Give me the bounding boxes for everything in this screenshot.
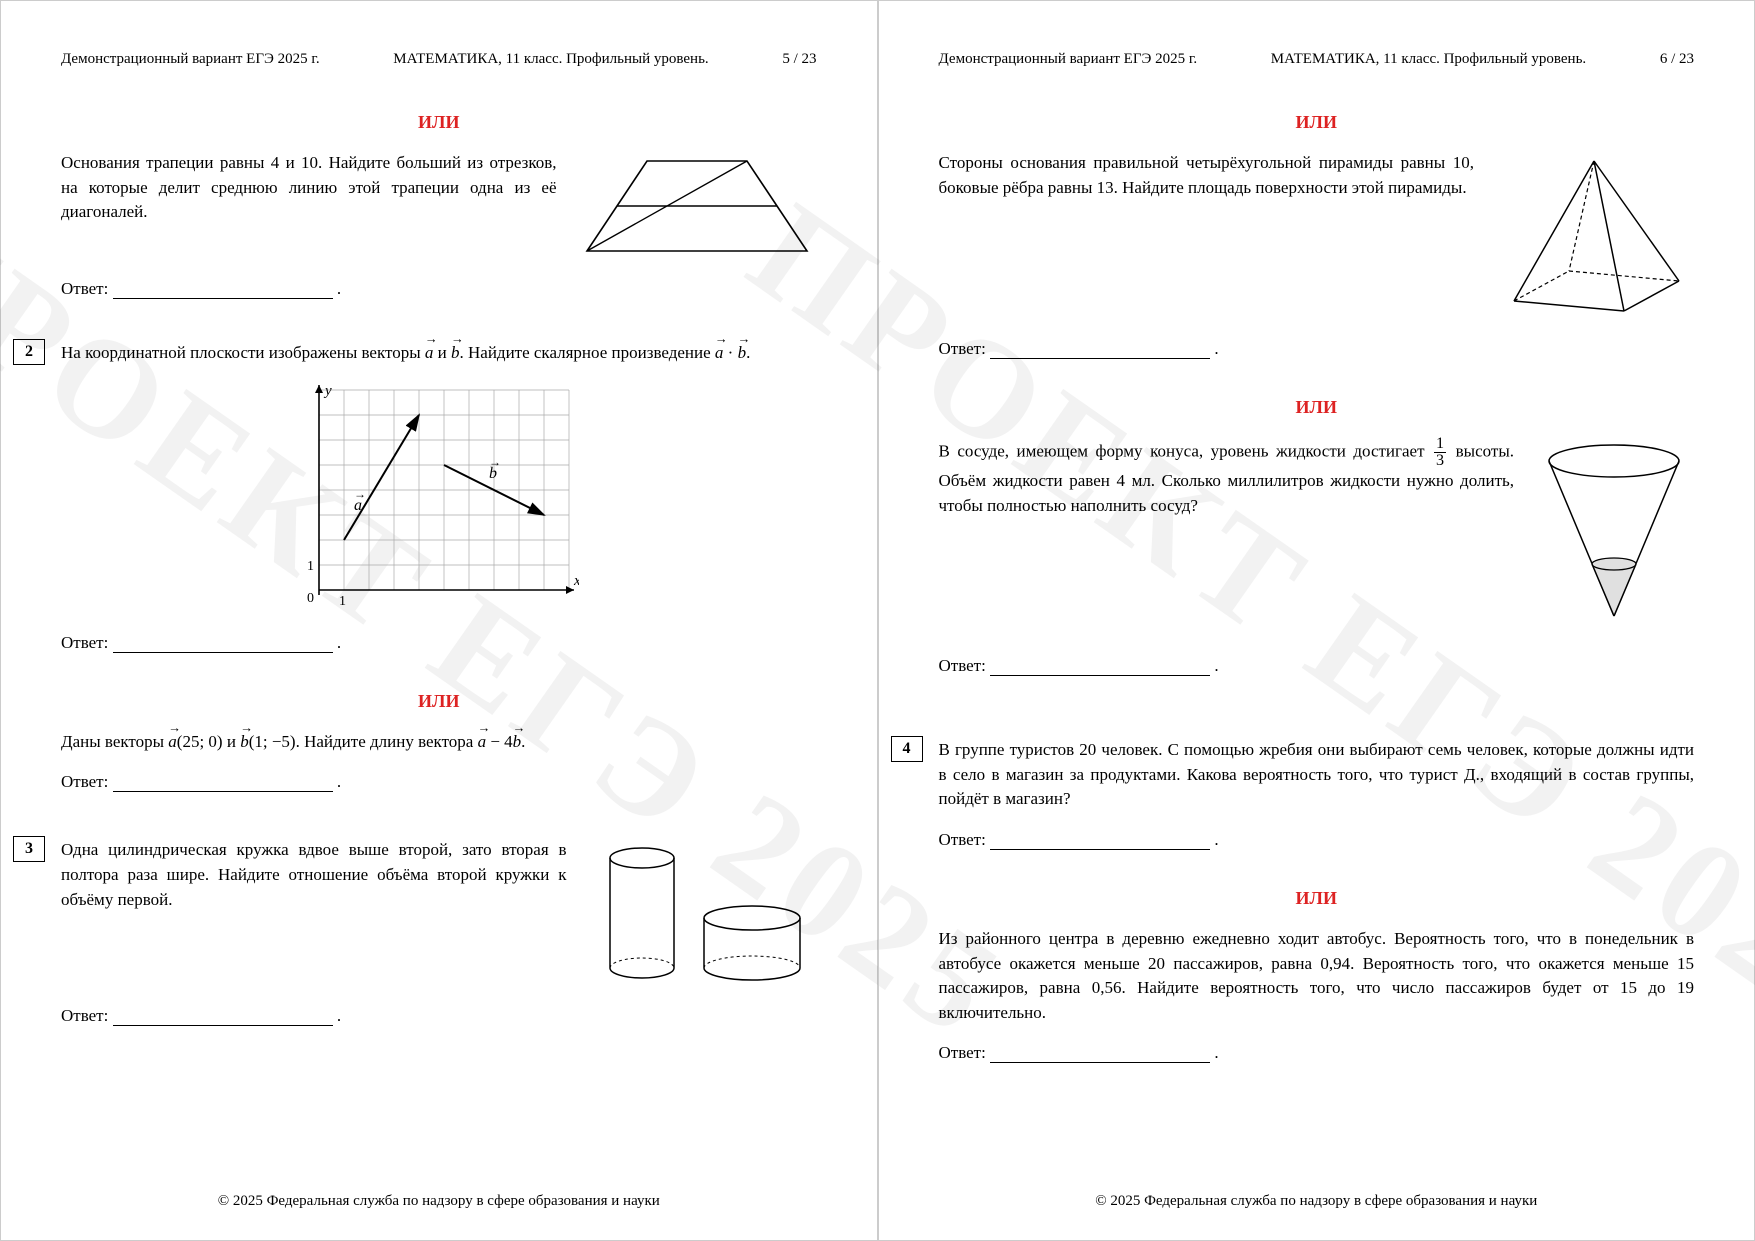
svg-text:1: 1: [339, 594, 346, 609]
answer-line: Ответ: .: [61, 772, 817, 792]
answer-line: Ответ: .: [61, 1006, 817, 1026]
answer-blank: [990, 1062, 1210, 1063]
cylinders-figure: [587, 838, 817, 988]
problem-2-text: На координатной плоскости изображены век…: [61, 341, 817, 366]
problem-3-alt1: Стороны основания правильной четырёхугол…: [939, 151, 1695, 359]
or-heading: ИЛИ: [939, 888, 1695, 909]
problem-3-text: Одна цилиндрическая кружка вдвое выше вт…: [61, 838, 567, 912]
svg-text:y: y: [323, 383, 332, 399]
header-subject: МАТЕМАТИКА, 11 класс. Профильный уровень…: [1271, 51, 1586, 68]
answer-line: Ответ: .: [61, 279, 817, 299]
problem-1-alt: Основания трапеции равны 4 и 10. Найдите…: [61, 151, 817, 299]
problem-4-text: В группе туристов 20 человек. С помощью …: [939, 738, 1695, 812]
answer-blank: [113, 791, 333, 792]
answer-blank: [113, 1025, 333, 1026]
problem-4: 4 В группе туристов 20 человек. С помощь…: [939, 738, 1695, 850]
svg-text:→: →: [354, 487, 366, 501]
answer-blank: [113, 298, 333, 299]
header-pagenum: 5 / 23: [782, 51, 816, 68]
problem-3: 3 Одна цилиндрическая кружка вдвое выше …: [61, 838, 817, 1026]
problem-2-alt: Даны векторы a(25; 0) и b(1; −5). Найдит…: [61, 730, 817, 793]
answer-blank: [990, 358, 1210, 359]
answer-line: Ответ: .: [939, 656, 1695, 676]
answer-blank: [113, 652, 333, 653]
header-pagenum: 6 / 23: [1660, 51, 1694, 68]
problem-number-3: 3: [13, 836, 45, 862]
answer-line: Ответ: .: [939, 339, 1695, 359]
page-spread: ПРОЕКТ ЕГЭ 2025 Демонстрационный вариант…: [0, 0, 1755, 1241]
vector-grid-figure: x y 0 1 1 a → b: [299, 380, 579, 615]
page-header: Демонстрационный вариант ЕГЭ 2025 г. МАТ…: [939, 51, 1695, 68]
header-variant: Демонстрационный вариант ЕГЭ 2025 г.: [939, 51, 1198, 68]
pyramid-figure: [1494, 151, 1694, 321]
page-header: Демонстрационный вариант ЕГЭ 2025 г. МАТ…: [61, 51, 817, 68]
trapezoid-figure: [577, 151, 817, 261]
page-footer: © 2025 Федеральная служба по надзору в с…: [879, 1193, 1755, 1210]
or-heading: ИЛИ: [939, 112, 1695, 133]
problem-3-alt2-text: В сосуде, имеющем форму конуса, уровень …: [939, 436, 1515, 519]
problem-2: 2 На координатной плоскости изображены в…: [61, 341, 817, 653]
page-5: ПРОЕКТ ЕГЭ 2025 Демонстрационный вариант…: [0, 0, 878, 1241]
or-heading: ИЛИ: [61, 691, 817, 712]
or-heading: ИЛИ: [61, 112, 817, 133]
problem-number-4: 4: [891, 736, 923, 762]
svg-text:0: 0: [307, 591, 314, 606]
answer-line: Ответ: .: [939, 830, 1695, 850]
svg-text:→: →: [489, 455, 501, 469]
cone-figure: [1534, 436, 1694, 626]
page-6: ПРОЕКТ ЕГЭ 2025 Демонстрационный вариант…: [878, 0, 1755, 1241]
header-variant: Демонстрационный вариант ЕГЭ 2025 г.: [61, 51, 320, 68]
problem-1-alt-text: Основания трапеции равны 4 и 10. Найдите…: [61, 151, 557, 225]
svg-text:x: x: [573, 573, 579, 589]
or-heading: ИЛИ: [939, 397, 1695, 418]
problem-3-alt2: В сосуде, имеющем форму конуса, уровень …: [939, 436, 1695, 676]
problem-3-alt1-text: Стороны основания правильной четырёхугол…: [939, 151, 1475, 200]
svg-text:1: 1: [307, 559, 314, 574]
answer-line: Ответ: .: [939, 1043, 1695, 1063]
problem-4-alt-text: Из районного центра в деревню ежедневно …: [939, 927, 1695, 1026]
header-subject: МАТЕМАТИКА, 11 класс. Профильный уровень…: [393, 51, 708, 68]
problem-4-alt: Из районного центра в деревню ежедневно …: [939, 927, 1695, 1064]
answer-line: Ответ: .: [61, 633, 817, 653]
page-footer: © 2025 Федеральная служба по надзору в с…: [1, 1193, 877, 1210]
problem-number-2: 2: [13, 339, 45, 365]
answer-blank: [990, 849, 1210, 850]
problem-2-alt-text: Даны векторы a(25; 0) и b(1; −5). Найдит…: [61, 730, 817, 755]
answer-blank: [990, 675, 1210, 676]
